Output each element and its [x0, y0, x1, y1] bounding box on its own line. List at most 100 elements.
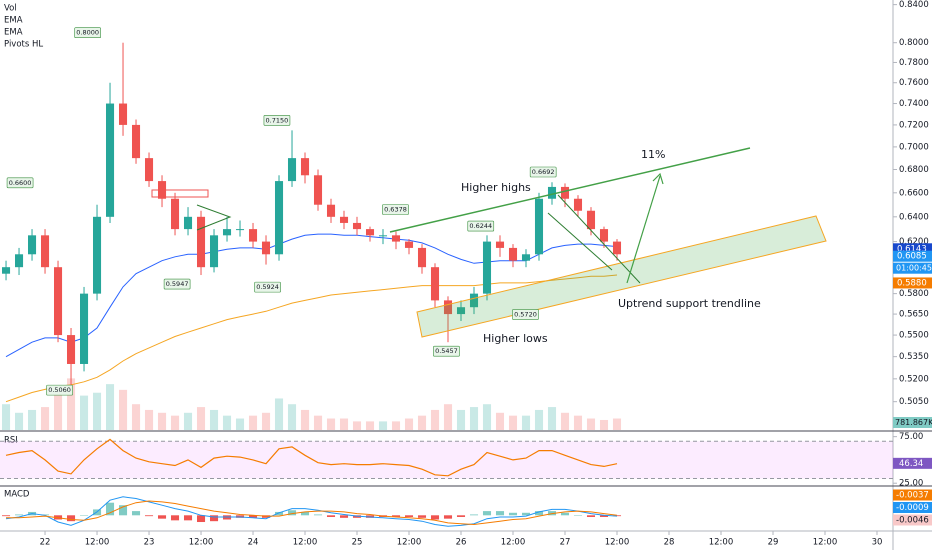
wedge-line	[547, 212, 613, 271]
pivot-label: 0.5720	[514, 310, 537, 318]
price-tag-label: 0.6143	[897, 244, 927, 254]
candle-body	[53, 267, 63, 336]
volume-bar	[573, 415, 583, 430]
y-tick-label: 0.5650	[899, 310, 929, 320]
candle-body	[469, 293, 479, 308]
x-tick-label: 23	[144, 538, 155, 548]
volume-bar	[209, 409, 219, 430]
x-tick-label: 12:00	[293, 538, 318, 548]
candle-body	[339, 216, 349, 223]
legend-item: EMA	[4, 16, 23, 26]
volume-bar	[599, 419, 609, 430]
y-tick-label: 0.7800	[899, 58, 929, 68]
volume-bar	[144, 409, 154, 430]
x-tick-label: 12:00	[605, 538, 630, 548]
volume-bar	[170, 415, 180, 430]
candle-body	[105, 103, 115, 217]
volume-bar	[404, 418, 414, 430]
candle-body	[417, 247, 427, 268]
pivot-label: 0.5947	[166, 280, 189, 288]
pivot-box	[163, 278, 191, 290]
candle-body	[170, 198, 180, 230]
macd-histogram	[560, 512, 570, 516]
macd-histogram	[196, 515, 206, 523]
volume-bar	[92, 392, 102, 430]
volume-bar	[469, 407, 479, 430]
volume-bar	[482, 404, 492, 430]
macd-histogram	[599, 515, 609, 517]
macd-tag	[893, 502, 932, 513]
price-tag-label: 0.6085	[897, 252, 927, 262]
ema-line	[5, 274, 618, 403]
price-tag	[893, 250, 932, 262]
y-tick-label: 0.7000	[899, 142, 929, 152]
volume-bar	[508, 415, 518, 430]
macd-histogram	[157, 515, 167, 519]
pivot-box	[529, 166, 557, 178]
volume-bar	[40, 407, 50, 430]
macd-histogram	[144, 515, 154, 517]
volume-bar	[66, 378, 76, 430]
annotation: Uptrend support trendline	[618, 297, 761, 310]
pivot-box	[512, 309, 539, 320]
candle-body	[79, 293, 89, 364]
macd-histogram	[456, 515, 466, 517]
candle-body	[196, 216, 206, 268]
volume-tag-label: 781.867K	[895, 418, 932, 427]
rsi-tag	[893, 457, 932, 469]
annotation: Higher lows	[483, 332, 548, 345]
macd-histogram	[287, 510, 297, 516]
pivot-label: 0.6244	[469, 222, 492, 230]
x-tick-label: 28	[664, 538, 675, 548]
candle-body	[508, 247, 518, 261]
x-tick-label: 12:00	[813, 538, 838, 548]
pivot-box	[433, 345, 460, 357]
countdown: 01:00:45	[896, 264, 932, 273]
volume-bar	[586, 418, 596, 430]
annotation: 11%	[641, 148, 665, 161]
volume-bar	[196, 407, 206, 430]
pivot-box	[254, 281, 281, 293]
macd-histogram	[404, 515, 414, 517]
candle-body	[547, 186, 557, 199]
countdown-tag	[893, 262, 932, 274]
candle-body	[586, 210, 596, 230]
volume-bar	[300, 409, 310, 430]
y-tick-label: 0.8400	[899, 0, 929, 10]
macd-histogram	[573, 515, 583, 516]
volume-bar	[53, 387, 63, 430]
macd-histogram	[118, 505, 128, 516]
candle-body	[209, 235, 219, 268]
macd-histogram	[300, 511, 310, 516]
price-tag-label: 0.5880	[897, 278, 927, 288]
candle-body	[235, 229, 245, 231]
y-tick-label: 75.00	[899, 432, 923, 442]
signal-line	[6, 500, 618, 526]
macd-histogram	[313, 514, 323, 516]
pane-label: RSI	[4, 436, 18, 446]
volume-bar	[313, 415, 323, 430]
macd-histogram	[534, 511, 544, 516]
y-tick-label: 0.6800	[899, 165, 929, 175]
arrow-head	[652, 172, 664, 185]
volume-bar	[183, 412, 193, 430]
candle-body	[443, 300, 453, 315]
candle-body	[274, 181, 284, 255]
candle-body	[599, 229, 609, 242]
macd-histogram	[170, 515, 180, 521]
macd-line	[5, 496, 618, 527]
volume-bar	[131, 404, 141, 430]
candle-body	[183, 216, 193, 230]
drawings	[151, 147, 827, 338]
triangle	[196, 204, 232, 231]
wedge-line	[557, 194, 641, 284]
candle-body	[28, 235, 37, 255]
x-tick-label: 27	[560, 538, 571, 548]
candle-body	[521, 254, 531, 261]
volume-bar	[222, 415, 232, 430]
macd-histogram	[508, 512, 518, 516]
macd-histogram	[339, 515, 349, 518]
price-tag	[893, 277, 932, 289]
y-tick-label: 0.6200	[899, 237, 929, 247]
